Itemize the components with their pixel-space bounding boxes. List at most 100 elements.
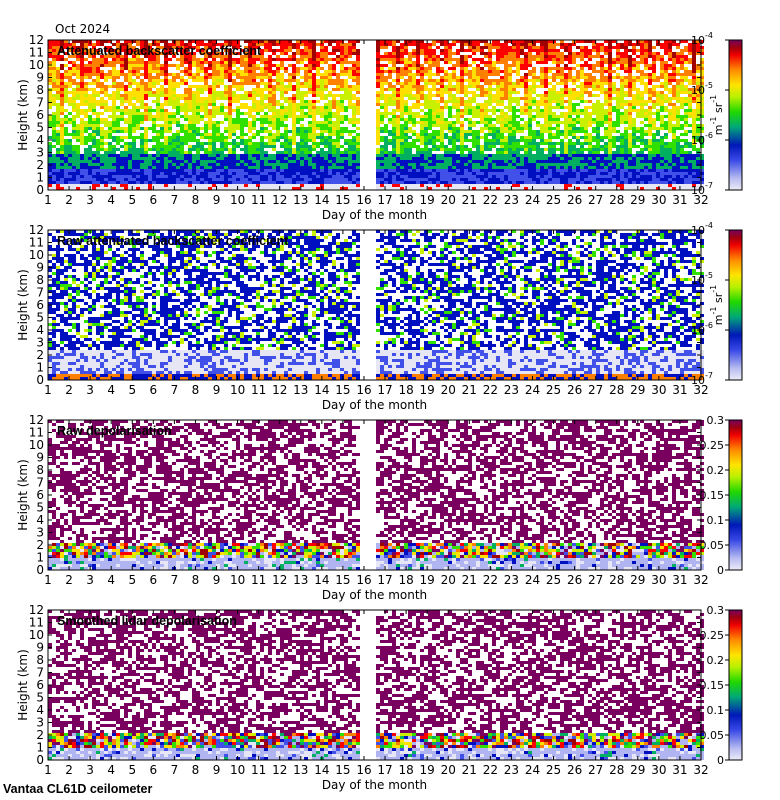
heatmap-cell [172, 55, 176, 58]
heatmap-cell [384, 43, 388, 46]
heatmap-cell [248, 184, 252, 187]
heatmap-cell [236, 166, 240, 169]
heatmap-cell [280, 142, 284, 145]
heatmap-cell [496, 142, 500, 145]
heatmap-cell [288, 79, 292, 82]
heatmap-cell [156, 64, 160, 67]
heatmap-cell [196, 106, 200, 109]
heatmap-cell [72, 175, 76, 178]
heatmap-cell [96, 91, 100, 94]
heatmap-cell [292, 64, 296, 67]
heatmap-cell [452, 127, 456, 130]
heatmap-cell [328, 178, 332, 181]
heatmap-cell [212, 145, 216, 148]
heatmap-cell [308, 82, 312, 85]
heatmap-cell [76, 46, 80, 49]
heatmap-cell [172, 118, 176, 121]
heatmap-cell [144, 94, 148, 97]
heatmap-cell [260, 70, 264, 73]
heatmap-cell [508, 175, 512, 178]
heatmap-cell [264, 142, 268, 145]
heatmap-cell [232, 169, 236, 172]
heatmap-cell [472, 106, 476, 109]
heatmap-cell [60, 88, 64, 91]
heatmap-cell [484, 169, 488, 172]
heatmap-cell [144, 175, 148, 178]
heatmap-cell [436, 178, 440, 181]
heatmap-cell [280, 82, 284, 85]
heatmap-cell [104, 79, 108, 82]
heatmap-cell [156, 97, 160, 100]
heatmap-cell [252, 133, 256, 136]
heatmap-cell [92, 109, 96, 112]
heatmap-cell [88, 67, 92, 70]
heatmap-cell [64, 154, 68, 157]
heatmap-cell [484, 136, 488, 139]
heatmap-cell [520, 52, 524, 55]
heatmap-cell [284, 127, 288, 130]
heatmap-cell [292, 154, 296, 157]
heatmap-cell [280, 157, 284, 160]
heatmap-cell [76, 124, 80, 127]
heatmap-cell [120, 163, 124, 166]
heatmap-cell [148, 115, 152, 118]
heatmap-cell [188, 148, 192, 151]
heatmap-cell [488, 97, 492, 100]
heatmap-cell [424, 187, 428, 190]
heatmap-cell [236, 70, 240, 73]
heatmap-cell [528, 139, 532, 142]
heatmap-cell [144, 160, 148, 163]
heatmap-cell [144, 169, 148, 172]
heatmap-cell [68, 148, 72, 151]
heatmap-cell [516, 172, 520, 175]
heatmap-cell [212, 142, 216, 145]
heatmap-cell [512, 91, 516, 94]
heatmap-cell [356, 184, 360, 187]
heatmap-cell [292, 55, 296, 58]
heatmap-cell [192, 61, 196, 64]
heatmap-cell [224, 85, 228, 88]
heatmap-cell [200, 178, 204, 181]
heatmap-cell [92, 157, 96, 160]
heatmap-cell [396, 61, 400, 64]
heatmap-cell [140, 148, 144, 151]
heatmap-cell [520, 163, 524, 166]
heatmap-cell [280, 103, 284, 106]
heatmap-cell [160, 40, 164, 43]
heatmap-cell [260, 79, 264, 82]
heatmap-cell [528, 160, 532, 163]
heatmap-cell [172, 157, 176, 160]
heatmap-cell [376, 91, 380, 94]
heatmap-cell [396, 151, 400, 154]
heatmap-cell [244, 61, 248, 64]
heatmap-cell [332, 157, 336, 160]
heatmap-cell [336, 55, 340, 58]
heatmap-cell [284, 154, 288, 157]
heatmap-cell [516, 121, 520, 124]
heatmap-cell [136, 181, 140, 184]
heatmap-cell [328, 106, 332, 109]
heatmap-cell [292, 187, 296, 190]
heatmap-cell [308, 43, 312, 46]
heatmap-cell [160, 142, 164, 145]
heatmap-cell [184, 142, 188, 145]
heatmap-cell [460, 103, 464, 106]
heatmap-cell [64, 88, 68, 91]
heatmap-cell [104, 136, 108, 139]
heatmap-cell [80, 178, 84, 181]
heatmap-cell [488, 61, 492, 64]
heatmap-cell [52, 52, 56, 55]
heatmap-cell [520, 139, 524, 142]
heatmap-cell [84, 148, 88, 151]
heatmap-cell [268, 91, 272, 94]
heatmap-cell [396, 130, 400, 133]
heatmap-cell [92, 142, 96, 145]
heatmap-cell [392, 145, 396, 148]
heatmap-cell [344, 148, 348, 151]
heatmap-cell [280, 106, 284, 109]
heatmap-cell [492, 139, 496, 142]
heatmap-cell [192, 121, 196, 124]
heatmap-cell [408, 58, 412, 61]
heatmap-cell [232, 97, 236, 100]
heatmap-cell [484, 100, 488, 103]
